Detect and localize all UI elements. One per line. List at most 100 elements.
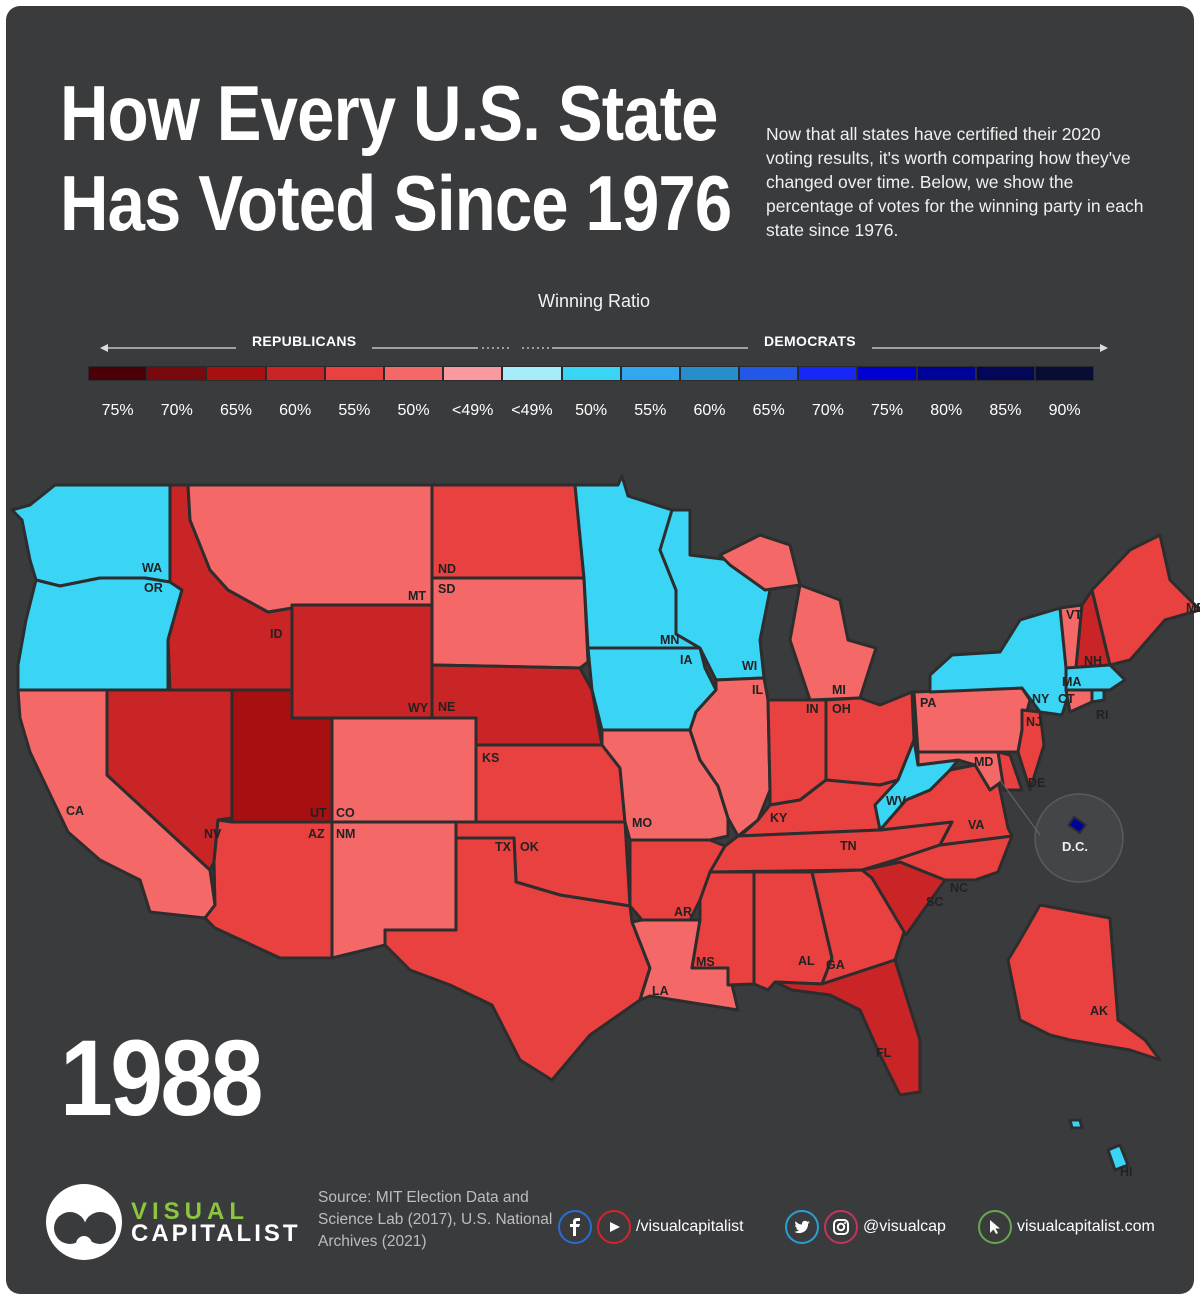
page-title: How Every U.S. State Has Voted Since 197… [60, 68, 732, 248]
dc-inset-circle [1034, 793, 1124, 883]
label-fl: FL [876, 1046, 892, 1060]
instagram-icon[interactable] [824, 1210, 858, 1244]
label-tx: TX [495, 840, 512, 854]
state-ri [1090, 688, 1106, 704]
brand-name-line-1: VISUAL [131, 1198, 250, 1225]
state-fl [773, 958, 922, 1097]
legend-swatch [383, 366, 444, 381]
label-wi: WI [742, 659, 757, 673]
state-de [996, 750, 1024, 792]
year-label: 1988 [60, 1017, 264, 1138]
label-nc: NC [950, 881, 968, 895]
state-ak [1006, 903, 1162, 1062]
legend-tick-label: 65% [752, 402, 785, 419]
legend-tick-label: 80% [930, 402, 963, 419]
state-hi-islands [1068, 1118, 1084, 1130]
state-ar [628, 838, 727, 922]
legend-swatch [739, 366, 799, 381]
state-nc [860, 834, 1014, 882]
label-ma: MA [1062, 675, 1081, 689]
social-twitter-instagram[interactable]: @visualcap [785, 1207, 946, 1247]
label-ut: UT [310, 806, 327, 820]
youtube-facebook-handle[interactable]: /visualcapitalist [636, 1218, 744, 1235]
legend-swatch [1035, 366, 1095, 381]
label-ri: RI [1096, 708, 1109, 722]
label-az: AZ [308, 827, 325, 841]
label-co: CO [336, 806, 355, 820]
label-ok: OK [520, 840, 539, 854]
legend-tick-label: 55% [338, 402, 371, 419]
legend-swatch [798, 366, 858, 381]
label-sd: SD [438, 582, 455, 596]
legend-color-bar [88, 366, 1095, 381]
label-ia: IA [680, 653, 693, 667]
label-md: MD [974, 755, 993, 769]
label-sc: SC [926, 895, 943, 909]
legend-swatch [443, 366, 503, 381]
title-line-2: Has Voted Since 1976 [60, 159, 732, 247]
cursor-icon[interactable] [978, 1210, 1012, 1244]
label-oh: OH [832, 702, 851, 716]
label-nd: ND [438, 562, 456, 576]
label-nv: NV [204, 827, 222, 841]
legend-swatch [324, 366, 384, 381]
state-me [1090, 533, 1200, 667]
label-il: IL [752, 683, 763, 697]
state-mi [718, 533, 878, 702]
legend-swatch [916, 366, 976, 381]
facebook-icon[interactable] [558, 1210, 592, 1244]
state-sd [430, 576, 590, 670]
legend-swatch [857, 366, 917, 381]
label-mn: MN [660, 633, 679, 647]
legend-tick-label: 75% [871, 402, 904, 419]
legend-tick-label: 50% [397, 402, 430, 419]
social-website[interactable]: visualcapitalist.com [978, 1207, 1155, 1247]
label-mi: MI [832, 683, 846, 697]
label-ga: GA [826, 958, 845, 972]
source-note: Source: MIT Election Data and Science La… [318, 1189, 553, 1250]
legend-arrows [100, 344, 1108, 352]
state-labels: WA OR CA NV ID MT WY UT CO AZ NM ND SD N… [66, 561, 1200, 1179]
legend-democrats-label: DEMOCRATS [764, 333, 856, 349]
label-al: AL [798, 954, 815, 968]
twitter-icon[interactable] [785, 1210, 819, 1244]
website-link[interactable]: visualcapitalist.com [1017, 1218, 1155, 1235]
state-wv [873, 738, 960, 832]
label-pa: PA [920, 696, 936, 710]
label-ar: AR [674, 905, 692, 919]
legend-title: Winning Ratio [537, 291, 651, 311]
label-tn: TN [840, 839, 857, 853]
label-va: VA [968, 818, 984, 832]
label-wy: WY [408, 701, 429, 715]
label-or: OR [144, 581, 163, 595]
label-la: LA [652, 984, 669, 998]
legend-swatch [975, 366, 1035, 381]
label-mo: MO [632, 816, 652, 830]
legend-tick-label: 60% [279, 402, 312, 419]
label-ca: CA [66, 804, 84, 818]
label-me: ME [1186, 601, 1200, 615]
legend-swatch [88, 366, 148, 381]
youtube-icon[interactable] [597, 1210, 631, 1244]
label-in: IN [806, 702, 819, 716]
label-ms: MS [696, 955, 715, 969]
label-de: DE [1028, 776, 1045, 790]
label-nm: NM [336, 827, 355, 841]
legend-tick-label: 70% [160, 402, 193, 419]
twitter-instagram-handle[interactable]: @visualcap [863, 1218, 946, 1235]
state-ma [1064, 663, 1127, 692]
state-dc [1067, 815, 1087, 835]
legend-tick-label: 90% [1048, 402, 1081, 419]
legend-swatch [502, 366, 562, 381]
legend-tick-label: 85% [989, 402, 1022, 419]
legend-tick-label: 50% [575, 402, 608, 419]
legend-ticks: 75% 70% 65% 60% 55% 50% <49% <49% 50% 55% 60% 65% 70… [88, 402, 1094, 420]
brand-name-line-2: CAPITALIST [131, 1220, 301, 1247]
legend-swatch [206, 366, 266, 381]
label-ny: NY [1032, 692, 1050, 706]
label-ct: CT [1058, 692, 1075, 706]
legend-tick-label: 55% [634, 402, 667, 419]
label-vt: VT [1066, 608, 1082, 622]
legend-tick-label: 60% [693, 402, 726, 419]
social-youtube-facebook[interactable]: /visualcapitalist [558, 1207, 744, 1247]
